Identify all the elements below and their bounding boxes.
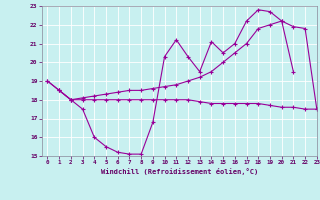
X-axis label: Windchill (Refroidissement éolien,°C): Windchill (Refroidissement éolien,°C) (100, 168, 258, 175)
